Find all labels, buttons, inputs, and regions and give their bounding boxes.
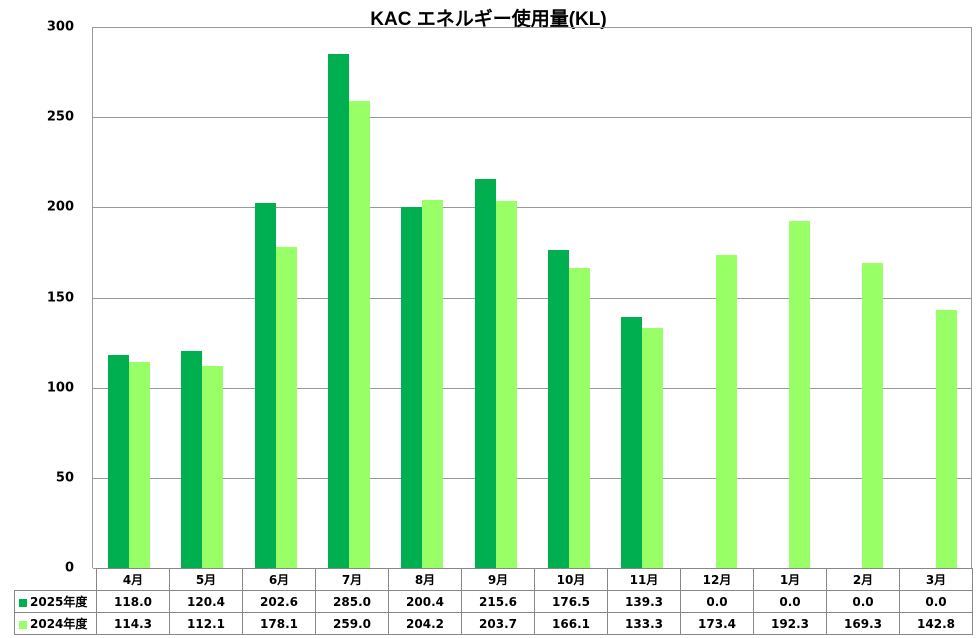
legend-swatch — [19, 620, 27, 629]
plot-area — [92, 27, 972, 569]
data-cell: 203.7 — [461, 612, 535, 635]
category-label: 12月 — [680, 568, 754, 591]
category-label: 2月 — [826, 568, 900, 591]
category-label: 3月 — [899, 568, 973, 591]
bar-2024年度-10月 — [569, 268, 590, 568]
bar-2025年度-5月 — [181, 350, 203, 568]
bar-2025年度-4月 — [108, 355, 129, 568]
category-label: 1月 — [753, 568, 827, 591]
chart-title: KAC エネルギー使用量(KL) — [370, 9, 607, 30]
y-tick-label: 250 — [46, 109, 74, 125]
y-tick-label: 200 — [46, 199, 74, 215]
bar-2024年度-9月 — [495, 200, 517, 568]
bar-2024年度-1月 — [789, 221, 810, 568]
legend-entry: 2024年度 — [14, 612, 97, 635]
category-label: 9月 — [461, 568, 535, 591]
bar-2024年度-11月 — [642, 327, 664, 568]
legend-swatch — [19, 598, 27, 607]
bar-2024年度-8月 — [422, 199, 444, 568]
data-cell: 0.0 — [826, 590, 900, 613]
data-cell: 0.0 — [680, 590, 754, 613]
data-cell: 133.3 — [607, 612, 681, 635]
data-cell: 192.3 — [753, 612, 827, 635]
bar-2024年度-7月 — [349, 100, 370, 568]
gridline — [93, 27, 971, 28]
bar-2024年度-2月 — [862, 262, 884, 568]
data-cell: 142.8 — [899, 612, 973, 635]
data-cell: 259.0 — [315, 612, 389, 635]
bar-2024年度-4月 — [129, 361, 150, 568]
bar-2024年度-3月 — [935, 310, 957, 568]
data-cell: 118.0 — [96, 590, 170, 613]
bar-2025年度-11月 — [621, 316, 643, 568]
gridline — [93, 477, 971, 479]
category-label: 7月 — [315, 568, 389, 591]
legend-entry: 2025年度 — [14, 590, 97, 613]
y-tick-label: 0 — [64, 560, 74, 576]
category-label: 11月 — [607, 568, 681, 591]
data-table: 4月 5月 6月 7月 8月 9月 10月 11月 12月 1月 2月 3月 2025年度 118.0 12… — [14, 568, 973, 635]
data-cell: 166.1 — [534, 612, 608, 635]
gridline — [93, 387, 971, 389]
data-cell: 169.3 — [826, 612, 900, 635]
category-label: 10月 — [534, 568, 608, 591]
data-cell: 120.4 — [169, 590, 243, 613]
data-cell: 178.1 — [242, 612, 316, 635]
category-label: 4月 — [96, 568, 170, 591]
bar-2025年度-10月 — [548, 249, 569, 568]
gridline — [93, 297, 971, 299]
bar-2025年度-7月 — [328, 54, 349, 568]
data-cell: 200.4 — [388, 590, 462, 613]
bar-2025年度-9月 — [474, 179, 496, 568]
data-cell: 112.1 — [169, 612, 243, 635]
bar-2025年度-6月 — [254, 202, 276, 568]
bar-2024年度-6月 — [275, 246, 297, 568]
category-label: 5月 — [169, 568, 243, 591]
y-tick-label: 300 — [46, 19, 74, 35]
bar-2024年度-5月 — [202, 365, 224, 568]
data-cell: 0.0 — [899, 590, 973, 613]
category-label: 8月 — [388, 568, 462, 591]
data-cell: 285.0 — [315, 590, 389, 613]
category-label: 6月 — [242, 568, 316, 591]
data-cell: 0.0 — [753, 590, 827, 613]
y-tick-label: 100 — [46, 380, 74, 396]
data-cell: 176.5 — [534, 590, 608, 613]
bar-2025年度-8月 — [401, 206, 423, 568]
bar-2024年度-12月 — [715, 255, 737, 568]
data-cell: 215.6 — [461, 590, 535, 613]
gridline — [93, 117, 971, 119]
data-cell: 204.2 — [388, 612, 462, 635]
data-cell: 139.3 — [607, 590, 681, 613]
y-tick-label: 150 — [46, 290, 74, 305]
y-tick-label: 50 — [55, 470, 74, 486]
data-cell: 114.3 — [96, 612, 170, 635]
data-cell: 173.4 — [680, 612, 754, 635]
data-cell: 202.6 — [242, 590, 316, 613]
gridline — [93, 207, 971, 209]
